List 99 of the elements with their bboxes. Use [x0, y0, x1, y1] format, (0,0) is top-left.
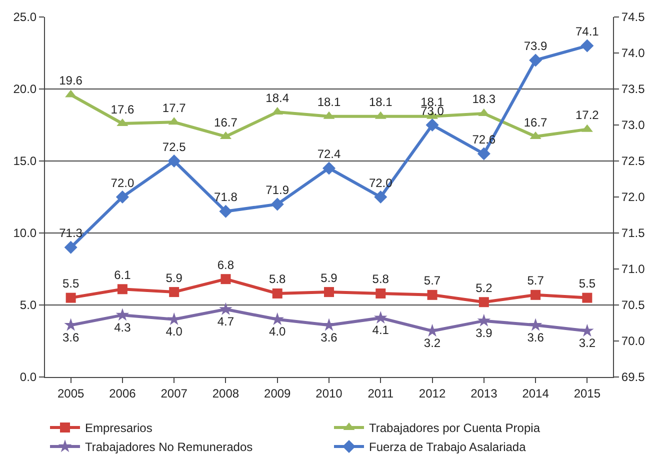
- data-label: 5.5: [578, 276, 596, 291]
- point: [580, 324, 594, 337]
- data-label: 71.9: [266, 182, 290, 197]
- y-tick-label: 25.0: [13, 10, 37, 24]
- data-label: 72.0: [110, 176, 134, 190]
- y2-tick-label: 70.5: [621, 298, 646, 312]
- data-label: 4.0: [166, 324, 183, 339]
- point: [427, 290, 438, 300]
- data-label: 16.7: [524, 115, 548, 130]
- point: [528, 318, 542, 331]
- point: [530, 290, 541, 300]
- data-label: 4.3: [114, 320, 132, 334]
- data-label: 16.7: [214, 115, 238, 130]
- x-tick-label: 2007: [160, 386, 188, 400]
- data-label: 73.9: [524, 38, 548, 53]
- y-tick-label: 5.0: [20, 298, 37, 312]
- y-tick-label: 15.0: [13, 154, 37, 168]
- point: [219, 302, 232, 315]
- x-tick-label: 2010: [316, 386, 343, 400]
- data-label: 5.9: [166, 270, 183, 285]
- data-label: 17.6: [110, 102, 134, 116]
- data-label: 3.9: [476, 326, 493, 340]
- x-tick-label: 2011: [368, 386, 394, 400]
- point: [169, 287, 180, 298]
- data-label: 18.1: [368, 95, 393, 110]
- point: [376, 288, 386, 298]
- y-tick-label: 20.0: [13, 82, 37, 96]
- legend-label: Trabajadores No Remunerados: [85, 440, 253, 454]
- y2-tick-label: 71.5: [621, 226, 646, 240]
- x-tick-label: 2005: [57, 386, 84, 400]
- data-label: 6.8: [217, 258, 234, 272]
- point: [168, 154, 181, 168]
- data-label: 72.5: [162, 140, 186, 154]
- point: [272, 288, 282, 298]
- point: [64, 240, 78, 254]
- y2-tick-label: 72.5: [621, 154, 646, 168]
- data-label: 5.8: [269, 272, 286, 286]
- data-label: 18.1: [317, 95, 341, 110]
- x-tick-label: 2008: [212, 386, 240, 400]
- data-label: 5.7: [424, 274, 441, 288]
- y2-tick-label: 73.0: [621, 118, 646, 132]
- point: [117, 284, 128, 294]
- data-label: 3.2: [424, 336, 441, 350]
- data-label: 17.7: [162, 100, 186, 115]
- point: [66, 292, 76, 303]
- y2-tick-label: 74.5: [621, 10, 646, 24]
- data-label: 18.4: [266, 90, 290, 105]
- data-label: 3.6: [527, 330, 544, 344]
- data-label: 3.2: [578, 336, 596, 350]
- data-label: 72.4: [317, 146, 341, 161]
- y-tick-label: 10.0: [13, 226, 37, 240]
- point: [426, 118, 439, 132]
- data-label: 3.6: [320, 330, 338, 344]
- point: [374, 190, 388, 204]
- point: [322, 162, 336, 175]
- data-label: 4.0: [269, 324, 286, 339]
- point: [374, 310, 388, 324]
- x-tick-label: 2014: [522, 386, 550, 400]
- point: [324, 287, 334, 298]
- legend-label: Empresarios: [85, 421, 152, 436]
- data-label: 5.7: [527, 274, 544, 288]
- y2-tick-label: 69.5: [621, 370, 646, 384]
- x-tick-label: 2009: [264, 386, 292, 400]
- y2-tick-label: 73.5: [621, 82, 646, 96]
- point: [270, 198, 284, 211]
- data-label: 5.2: [476, 280, 493, 295]
- data-label: 3.6: [62, 330, 80, 344]
- y-tick-label: 0.0: [20, 370, 37, 384]
- y2-tick-label: 72.0: [621, 190, 646, 204]
- x-tick-label: 2012: [418, 386, 446, 400]
- data-label: 17.2: [576, 108, 600, 122]
- x-tick-label: 2013: [470, 386, 498, 400]
- x-tick-label: 2015: [574, 386, 601, 400]
- data-label: 5.8: [372, 272, 390, 286]
- data-label: 71.8: [214, 190, 238, 204]
- data-label: 74.1: [576, 24, 600, 39]
- y2-tick-label: 70.0: [621, 334, 646, 348]
- point: [477, 314, 491, 326]
- legend-label: Fuerza de Trabajo Asalariada: [369, 440, 526, 454]
- point: [478, 297, 489, 308]
- point: [580, 39, 594, 52]
- point: [477, 147, 490, 160]
- data-label: 5.9: [320, 270, 338, 285]
- data-label: 5.5: [62, 276, 80, 291]
- data-label: 18.3: [472, 92, 496, 106]
- point: [582, 292, 592, 303]
- x-tick-label: 2006: [109, 386, 136, 400]
- data-label: 4.1: [372, 323, 390, 338]
- data-label: 4.7: [217, 314, 234, 329]
- data-label: 6.1: [114, 268, 132, 282]
- legend-label: Trabajadores por Cuenta Propia: [369, 421, 540, 436]
- point: [219, 204, 232, 218]
- data-label: 19.6: [59, 74, 83, 88]
- y2-tick-label: 74.0: [621, 46, 646, 60]
- y2-tick-label: 71.0: [621, 262, 646, 276]
- point: [116, 308, 130, 321]
- point: [116, 190, 129, 204]
- point: [529, 54, 542, 67]
- point: [220, 274, 231, 284]
